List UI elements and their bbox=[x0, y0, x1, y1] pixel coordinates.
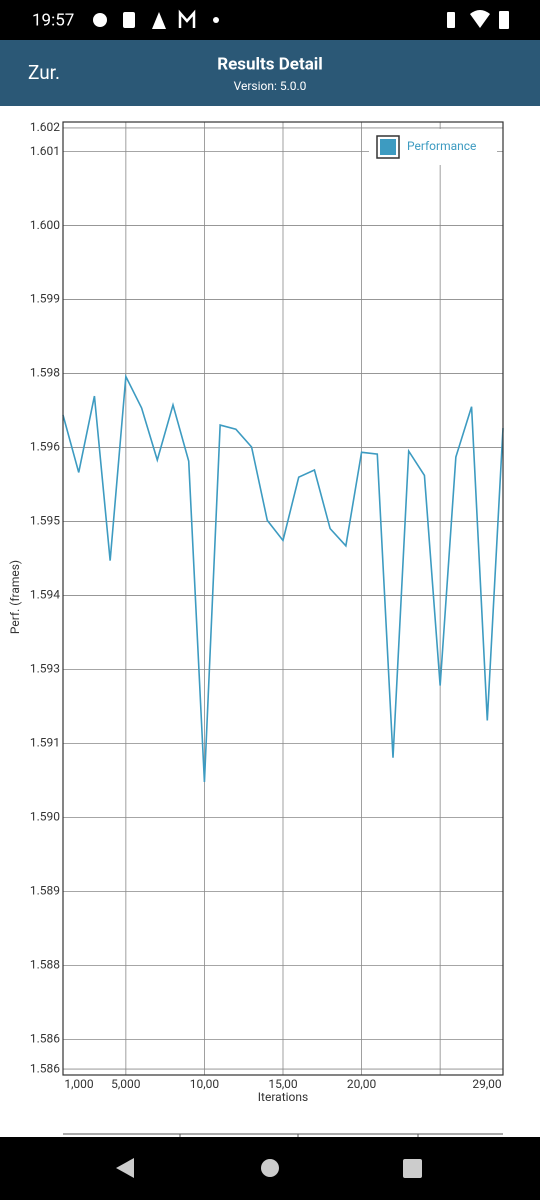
y-tick-label: 1.591 bbox=[30, 736, 60, 750]
y-tick-label: 1.601 bbox=[30, 144, 60, 158]
x-tick-label: 29,00 bbox=[472, 1077, 502, 1091]
legend-swatch bbox=[380, 139, 396, 155]
y-tick-label: 1.599 bbox=[30, 292, 60, 306]
y-tick-label: 1.590 bbox=[30, 810, 60, 824]
y-tick-label: 1.589 bbox=[30, 884, 60, 898]
y-tick-label: 1.596 bbox=[30, 440, 60, 454]
status-time: 19:57 bbox=[32, 10, 74, 30]
app-header bbox=[0, 40, 540, 106]
nav-recents[interactable] bbox=[403, 1159, 422, 1178]
x-axis-title: Iterations bbox=[258, 1090, 308, 1104]
x-tick-label: 5,000 bbox=[111, 1077, 141, 1091]
status-icons bbox=[93, 9, 509, 29]
y-tick-label: 1.593 bbox=[30, 662, 60, 676]
y-axis-title: Perf. (frames) bbox=[8, 560, 22, 634]
y-tick-label: 1.602 bbox=[30, 120, 60, 134]
chart: 1.602 1.601 1.600 1.599 1.598 1.596 1.595 1.594… bbox=[8, 120, 504, 1104]
x-tick-label: 10,00 bbox=[190, 1077, 220, 1091]
header-title: Results Detail bbox=[217, 54, 323, 74]
nav-home[interactable] bbox=[261, 1159, 279, 1177]
plot-frame bbox=[62, 121, 504, 1076]
y-tick-label: 1.594 bbox=[30, 588, 60, 602]
next-chart bbox=[63, 1133, 503, 1137]
x-tick-label: 15,00 bbox=[268, 1077, 298, 1091]
y-tick-label: 1.588 bbox=[30, 958, 60, 972]
y-tick-label: 1.586 bbox=[30, 1061, 60, 1075]
y-tick-label: 1.598 bbox=[30, 366, 60, 380]
legend-label: Performance bbox=[407, 139, 476, 153]
data-line bbox=[62, 373, 504, 783]
y-tick-label: 1.595 bbox=[30, 514, 60, 528]
y-tick-label: 1.600 bbox=[30, 218, 60, 232]
header-subtitle: Version: 5.0.0 bbox=[234, 79, 307, 93]
back-button[interactable]: Zur. bbox=[28, 61, 60, 84]
x-tick-label: 20,00 bbox=[347, 1077, 377, 1091]
status-bar bbox=[0, 0, 540, 40]
y-tick-label: 1.586 bbox=[30, 1032, 60, 1046]
x-tick-label: 1,000 bbox=[64, 1077, 94, 1091]
nav-back[interactable] bbox=[116, 1158, 134, 1178]
